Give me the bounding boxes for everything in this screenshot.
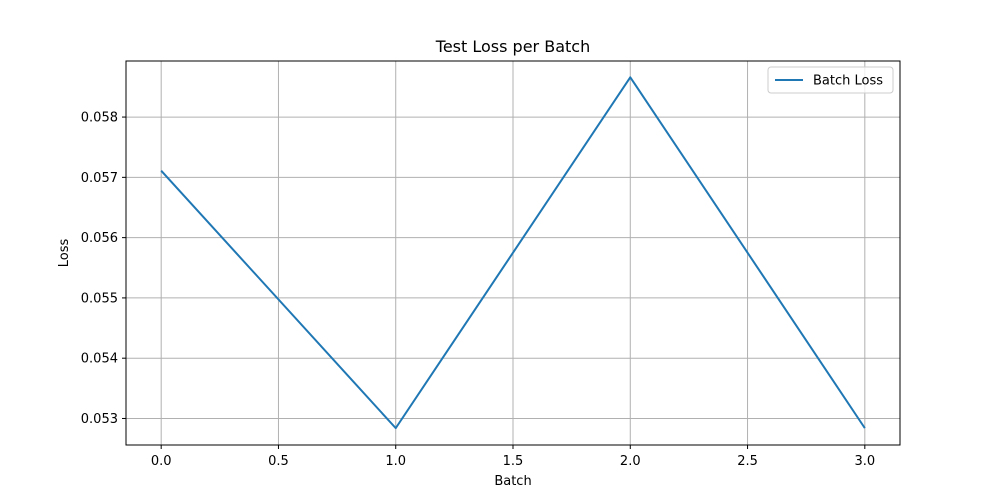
legend: Batch Loss	[767, 66, 894, 94]
chart-title: Test Loss per Batch	[435, 37, 590, 56]
x-tick-label: 3.0	[854, 454, 875, 469]
y-axis-label: Loss	[57, 239, 72, 268]
y-tick-label: 0.058	[81, 111, 118, 126]
y-axis-ticks: 0.053 0.054 0.055 0.056 0.057 0.058	[81, 111, 126, 427]
y-tick-label: 0.057	[81, 171, 118, 186]
series-line-batch-loss	[160, 76, 866, 430]
legend-label-batch-loss: Batch Loss	[813, 74, 883, 89]
y-tick-label: 0.053	[81, 412, 118, 427]
y-tick-label: 0.054	[81, 352, 118, 367]
x-axis-label: Batch	[494, 474, 531, 489]
series-layer	[160, 76, 866, 430]
x-tick-label: 0.0	[151, 454, 172, 469]
legend-box	[767, 66, 894, 94]
x-tick-label: 2.5	[737, 454, 758, 469]
y-tick-label: 0.055	[81, 291, 118, 306]
x-tick-label: 1.5	[503, 454, 524, 469]
x-tick-label: 1.0	[385, 454, 406, 469]
x-axis-ticks: 0.0 0.5 1.0 1.5 2.0 2.5 3.0	[151, 445, 875, 469]
x-tick-label: 0.5	[268, 454, 289, 469]
y-tick-label: 0.056	[81, 231, 118, 246]
x-tick-label: 2.0	[620, 454, 641, 469]
